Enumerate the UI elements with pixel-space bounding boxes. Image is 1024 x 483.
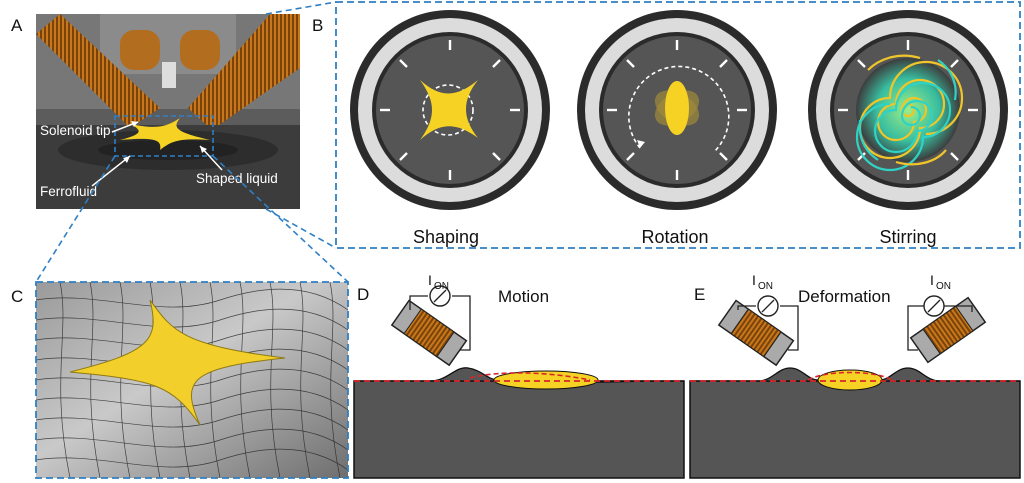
liquid-lens-d (493, 370, 599, 390)
solenoid-d (390, 299, 468, 367)
tick-marks-shaping (380, 40, 520, 180)
caption-rotation: Rotation (641, 227, 708, 247)
current-label-e-left: I (752, 272, 756, 288)
panel-a: A Solenoid tip (11, 14, 300, 209)
arrow-ferrofluid (91, 155, 131, 187)
panel-d: D Motion I ON (353, 272, 685, 479)
panel-b-frame (335, 1, 1021, 249)
rotation-path (628, 65, 730, 153)
panel-c: C (11, 281, 349, 479)
panel-e-title: Deformation (798, 287, 891, 306)
left-solenoid (36, 14, 160, 128)
current-meter-d (409, 285, 471, 351)
zoom-box-a (114, 115, 214, 157)
panel-c-label: C (11, 287, 23, 306)
panel-e-label: E (694, 285, 705, 304)
stirring-spiral (855, 54, 964, 172)
panel-e: E Deformation I ON I ON (689, 272, 1021, 479)
liquid-lens-e (817, 369, 883, 391)
annotation-ferrofluid: Ferrofluid (40, 184, 97, 199)
current-sub-e-right: ON (936, 281, 951, 292)
current-label-e-right: I (930, 272, 934, 288)
panel-a-photo: Solenoid tip Ferrofluid Shaped liquid (36, 14, 300, 209)
current-sub-d: ON (434, 281, 449, 292)
current-meter-e-right (907, 295, 973, 351)
caption-shaping: Shaping (413, 227, 479, 247)
tick-marks-rotation (607, 40, 747, 180)
current-sub-e-left: ON (758, 281, 773, 292)
dish-rotation: Rotation (577, 10, 777, 247)
current-label-d: I (428, 272, 432, 288)
ferrofluid-bulk-e (689, 380, 1021, 479)
panel-b: B Shaping (312, 1, 1021, 249)
shaped-star (420, 80, 478, 140)
annotation-solenoid-tip: Solenoid tip (40, 123, 111, 138)
panel-c-frame (35, 281, 349, 479)
right-solenoid (188, 14, 300, 130)
panel-d-title: Motion (498, 287, 549, 306)
solenoid-e-right (909, 296, 987, 364)
current-meter-e-left (737, 295, 799, 351)
dish-shaping: Shaping (350, 10, 550, 247)
tick-marks-stirring (838, 40, 978, 180)
panel-b-label: B (312, 16, 323, 35)
zoom-connectors (35, 1, 349, 283)
shaped-liquid-star (120, 118, 210, 150)
panel-a-label: A (11, 16, 23, 35)
meshed-liquid-star (69, 299, 286, 426)
caption-stirring: Stirring (879, 227, 936, 247)
dish-stirring: Stirring (808, 10, 1008, 247)
rotating-droplet (665, 81, 689, 135)
ferrofluid-bulk-d (353, 380, 685, 479)
panel-d-label: D (357, 285, 369, 304)
solenoid-e-left (717, 299, 795, 367)
